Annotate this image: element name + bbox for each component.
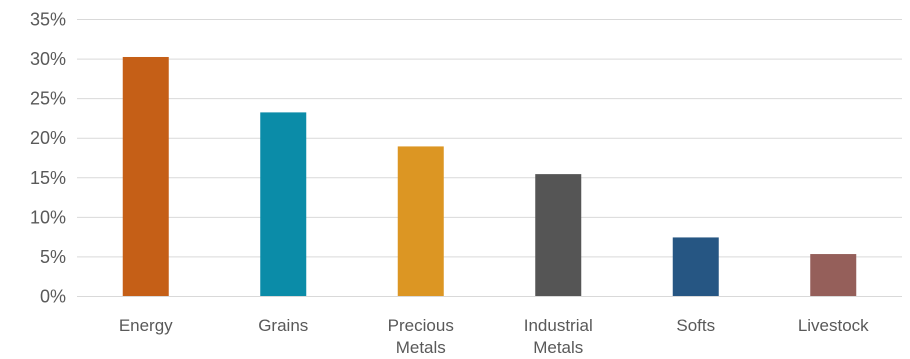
x-category-label-line: Industrial xyxy=(524,316,593,335)
bar-softs xyxy=(672,237,719,296)
x-category-label: Grains xyxy=(258,316,308,335)
bar-grains xyxy=(260,112,307,296)
bar-industrial-metals xyxy=(535,174,582,296)
x-category-label-line: Metals xyxy=(396,338,446,357)
x-category-label-line: Grains xyxy=(258,316,308,335)
x-category-label-line: Precious xyxy=(388,316,454,335)
bars xyxy=(122,56,857,296)
y-tick-label: 10% xyxy=(30,207,66,227)
y-tick-label: 0% xyxy=(40,287,66,307)
x-category-label: Softs xyxy=(676,316,715,335)
y-tick-label: 15% xyxy=(30,168,66,188)
y-axis-ticks: 0% 5% 10% 15% 20% 25% 30% 35% xyxy=(30,10,66,307)
y-tick-label: 5% xyxy=(40,247,66,267)
x-category-label-line: Metals xyxy=(533,338,583,357)
x-category-label: Precious Metals xyxy=(388,316,454,357)
gridlines xyxy=(77,19,902,297)
x-category-label-line: Livestock xyxy=(798,316,869,335)
x-category-label: Industrial Metals xyxy=(524,316,593,357)
bar-livestock xyxy=(810,254,857,296)
bar-energy xyxy=(122,56,169,296)
x-category-label-line: Energy xyxy=(119,316,173,335)
x-axis-labels: Energy Grains Precious Metals Industrial Meta… xyxy=(119,316,869,357)
x-category-label: Livestock xyxy=(798,316,869,335)
x-category-label-line: Softs xyxy=(676,316,715,335)
bar-precious-metals xyxy=(397,146,444,296)
y-tick-label: 25% xyxy=(30,89,66,109)
y-tick-label: 20% xyxy=(30,128,66,148)
y-tick-label: 35% xyxy=(30,10,66,30)
y-tick-label: 30% xyxy=(30,49,66,69)
x-category-label: Energy xyxy=(119,316,173,335)
